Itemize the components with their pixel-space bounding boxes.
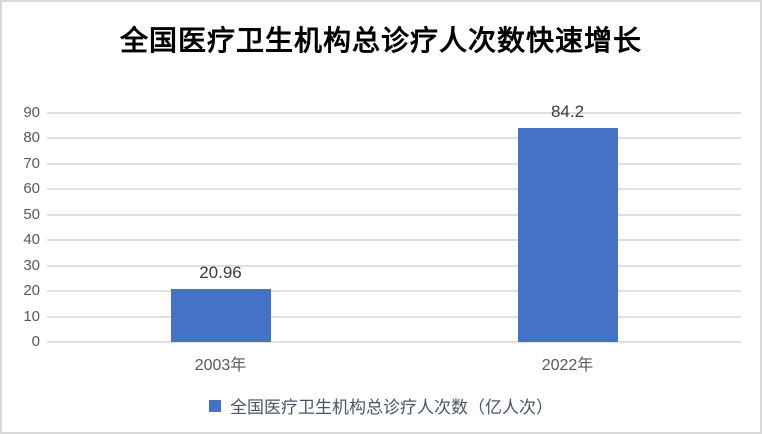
gridline [47, 341, 741, 343]
bar-2022 [517, 127, 618, 342]
y-tick-label: 30 [23, 256, 40, 274]
y-tick-label: 70 [23, 154, 40, 172]
bar-group-2003: 20.96 2003年 [161, 113, 281, 374]
y-tick-label: 60 [23, 180, 40, 198]
bar-2003 [170, 288, 271, 342]
gridline [47, 162, 741, 165]
plot-area: 20.96 2003年 84.2 2022年 [47, 102, 741, 374]
gridline [47, 112, 741, 114]
gridline [47, 137, 741, 140]
y-tick-label: 40 [23, 231, 40, 249]
y-tick-label: 80 [23, 129, 40, 147]
gridline [47, 264, 741, 267]
x-axis-label-2003: 2003年 [194, 357, 247, 374]
legend: 全国医疗卫生机构总诊疗人次数（亿人次） [2, 393, 760, 418]
gridline [47, 188, 741, 191]
legend-marker-icon [209, 399, 221, 412]
bar-group-2022: 84.2 2022年 [508, 102, 628, 374]
y-tick-label: 0 [31, 333, 40, 350]
y-tick-label: 50 [23, 205, 40, 223]
gridline [47, 290, 741, 293]
y-axis: 0 10 20 30 40 50 60 70 80 90 [2, 104, 40, 350]
gridline [47, 239, 741, 242]
y-tick-label: 10 [23, 307, 40, 325]
gridline [47, 213, 741, 216]
y-tick-label: 20 [23, 282, 40, 300]
data-label-2003: 20.96 [199, 262, 242, 282]
y-tick-label: 90 [23, 104, 40, 121]
x-axis-label-2022: 2022年 [541, 357, 594, 374]
legend-label: 全国医疗卫生机构总诊疗人次数（亿人次） [230, 398, 553, 417]
chart-title: 全国医疗卫生机构总诊疗人次数快速增长 [119, 25, 642, 56]
gridline [47, 315, 741, 318]
data-label-2022: 84.2 [550, 101, 585, 121]
